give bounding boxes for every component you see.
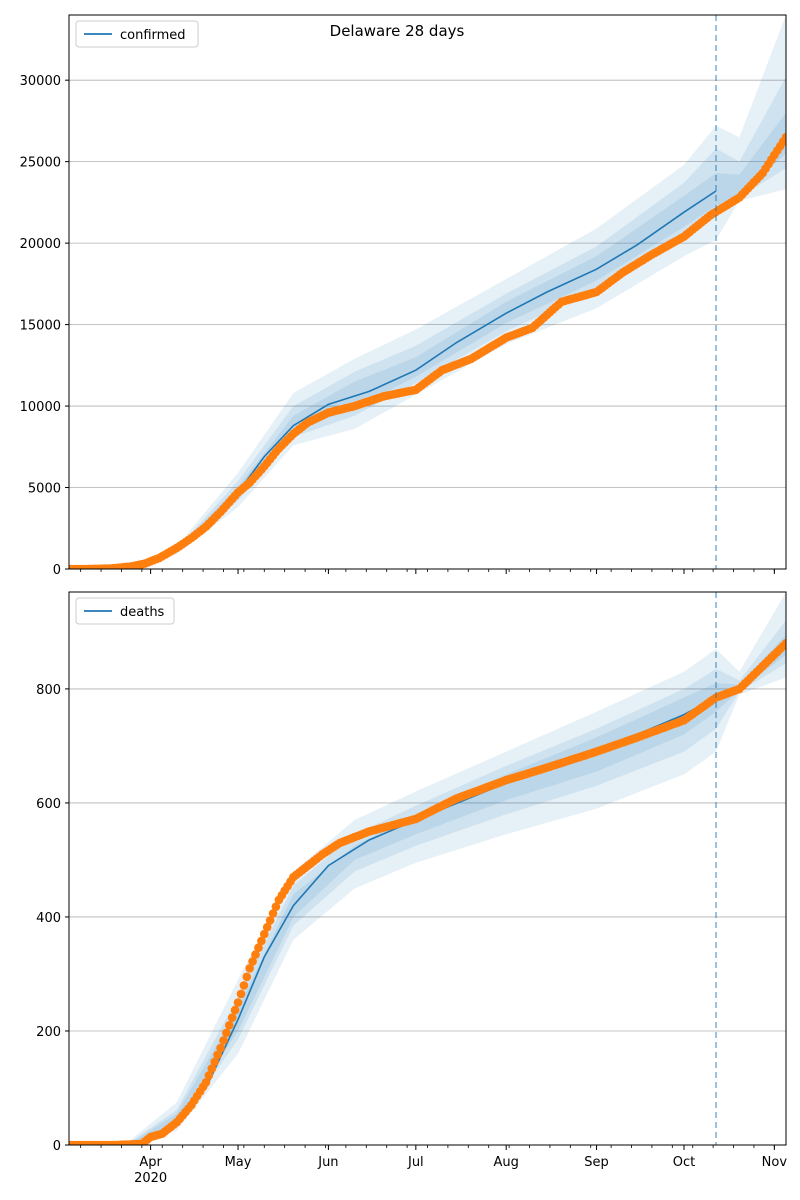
legend-box — [75, 20, 199, 48]
observed-point — [227, 1013, 237, 1022]
observed-series — [69, 639, 786, 1145]
observed-point — [242, 972, 252, 982]
y-tick-label: 30000 — [20, 74, 61, 89]
y-tick-label: 0 — [53, 563, 61, 578]
y-tick-label: 5000 — [28, 482, 61, 497]
observed-point — [236, 989, 246, 999]
observed-point — [781, 132, 786, 142]
x-tick-label: Jul — [407, 1155, 424, 1170]
legend-label: deaths — [120, 605, 165, 620]
y-tick-label: 10000 — [20, 400, 61, 415]
observed-point — [222, 1028, 231, 1038]
observed-point — [262, 922, 272, 932]
observed-point — [216, 1043, 225, 1053]
uncertainty-band-2 — [69, 76, 786, 569]
x-tick-label: May — [225, 1155, 252, 1170]
observed-point — [254, 943, 263, 952]
y-tick-label: 25000 — [20, 156, 61, 171]
observed-point — [219, 1036, 228, 1045]
uncertainty-band-1 — [69, 592, 786, 1145]
observed-point — [781, 639, 786, 648]
plot-area — [69, 592, 786, 1145]
observed-point — [245, 964, 254, 973]
y-tick-label: 20000 — [20, 237, 61, 252]
observed-point — [233, 998, 243, 1007]
y-tick-label: 0 — [53, 1139, 61, 1154]
observed-point — [271, 902, 281, 911]
observed-point — [201, 1078, 211, 1087]
plot-area — [69, 15, 786, 569]
observed-point — [260, 929, 269, 939]
observed-point — [213, 1050, 222, 1060]
observed-point — [265, 916, 275, 925]
observed-point — [210, 1057, 219, 1067]
observed-point — [230, 1005, 240, 1015]
observed-point — [207, 1064, 217, 1073]
uncertainty-band-2 — [69, 620, 786, 1145]
x-tick-label: Nov — [762, 1155, 788, 1170]
uncertainty-band-1 — [69, 15, 786, 569]
x-tick-sublabel: 2020 — [134, 1171, 167, 1186]
observed-point — [268, 909, 278, 918]
observed-series — [69, 132, 786, 569]
axes-frame — [68, 14, 787, 570]
legend-label: confirmed — [120, 28, 186, 43]
y-tick-label: 600 — [36, 797, 61, 812]
uncertainty-band-3 — [69, 634, 786, 1145]
legend-box — [75, 597, 175, 625]
chart-title: Delaware 28 days — [330, 22, 465, 40]
observed-point — [225, 1021, 234, 1030]
observed-point — [248, 957, 257, 966]
observed-point — [251, 950, 260, 959]
x-tick-label: Jun — [317, 1155, 338, 1170]
y-tick-label: 800 — [36, 683, 61, 698]
legend: deaths — [75, 597, 175, 625]
observed-point — [204, 1071, 214, 1080]
observed-point — [257, 936, 266, 946]
observed-point — [239, 981, 249, 990]
x-tick-label: Sep — [584, 1155, 609, 1170]
y-tick-label: 400 — [36, 911, 61, 926]
x-tick-label: Aug — [493, 1155, 518, 1170]
confirmed-panel: 0 5000 10000 15000 20000 25000 30000 confirmed — [20, 14, 787, 578]
x-tick-label: Oct — [673, 1155, 695, 1170]
x-tick-label: Apr — [139, 1155, 162, 1170]
legend: confirmed — [75, 20, 199, 48]
y-tick-label: 15000 — [20, 319, 61, 334]
y-tick-label: 200 — [36, 1025, 61, 1040]
